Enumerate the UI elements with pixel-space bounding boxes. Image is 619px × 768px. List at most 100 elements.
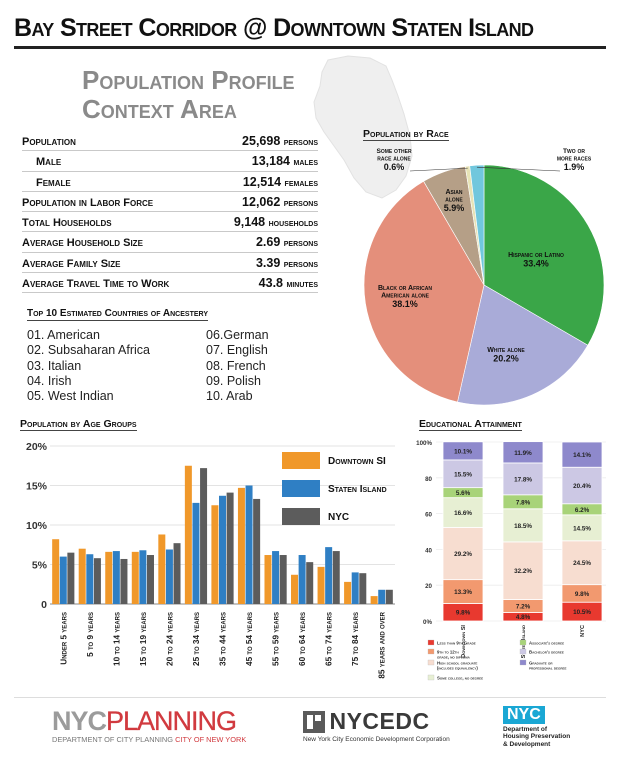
age-bar bbox=[378, 589, 386, 604]
edu-segment-label: 7.8% bbox=[516, 499, 531, 506]
y-tick-label: 80 bbox=[425, 476, 432, 483]
age-bar bbox=[325, 547, 333, 604]
edu-segment-label: 20.4% bbox=[573, 483, 591, 490]
legend-label: Downtown SI bbox=[328, 456, 386, 467]
legend-swatch bbox=[427, 674, 435, 681]
edu-segment-label: 10.1% bbox=[454, 448, 472, 455]
stat-label: Average Family Size bbox=[22, 257, 121, 270]
stat-row: Female 12,514 females bbox=[22, 172, 318, 192]
stat-row: Population in Labor Force 12,062 persons bbox=[22, 192, 318, 213]
stat-unit: households bbox=[268, 218, 318, 230]
x-tick-label: 20 to 24 years bbox=[165, 612, 174, 666]
stat-row: Average Household Size 2.69 persons bbox=[22, 232, 318, 253]
ancestry-item: 03. Italian bbox=[27, 358, 82, 373]
legend-label: Associate's degree bbox=[529, 641, 564, 646]
page-title: Bay Street Corridor @ Downtown Staten Is… bbox=[14, 14, 534, 42]
age-bar bbox=[317, 566, 325, 604]
age-bar bbox=[264, 555, 272, 604]
age-bar bbox=[226, 492, 234, 604]
legend-label: High school graduate(includes equivalenc… bbox=[437, 661, 478, 671]
planning-logo-word: PLANNING bbox=[106, 706, 237, 736]
edu-segment-label: 9.8% bbox=[456, 610, 471, 617]
pie-chart-title: Population by Race bbox=[363, 128, 449, 141]
x-tick-label: Downtown SI bbox=[461, 625, 467, 658]
stat-label: Population bbox=[22, 136, 76, 148]
hpd-nyc-mark: NYC bbox=[503, 706, 545, 724]
svg-text:Some college, no degree: Some college, no degree bbox=[437, 676, 483, 681]
age-bar bbox=[306, 562, 314, 604]
edc-square-icon bbox=[303, 710, 325, 733]
svg-text:grade, no diploma: grade, no diploma bbox=[437, 655, 471, 660]
edu-segment bbox=[442, 497, 484, 528]
age-bar bbox=[59, 556, 67, 604]
x-tick-label: NYC bbox=[580, 625, 586, 637]
age-bar bbox=[237, 487, 245, 604]
x-tick-label: 65 to 74 years bbox=[325, 612, 334, 666]
age-bar bbox=[139, 550, 147, 604]
age-bar bbox=[184, 465, 192, 604]
y-tick-label: 20% bbox=[26, 441, 48, 453]
stat-row: Male 13,184 males bbox=[22, 151, 319, 172]
pie-slice bbox=[363, 180, 485, 403]
pie-slice-value: 5.9% bbox=[444, 203, 465, 213]
edu-segment bbox=[561, 466, 603, 505]
ancestry-item: 08. French bbox=[206, 358, 266, 373]
age-bar bbox=[86, 554, 94, 604]
age-bar bbox=[359, 573, 367, 604]
age-bar bbox=[192, 502, 200, 604]
hpd-logo: NYC Department of Housing Preservation &… bbox=[503, 706, 573, 748]
pie-slice-value: 0.6% bbox=[384, 162, 405, 172]
stat-unit: persons bbox=[283, 197, 318, 209]
nycedc-logo: NYCEDC New York City Economic Developmen… bbox=[303, 708, 503, 743]
edu-segment-label: 14.5% bbox=[573, 525, 591, 532]
svg-text:Less than 9th Grade: Less than 9th Grade bbox=[437, 641, 476, 646]
age-bar bbox=[332, 551, 340, 604]
age-bar bbox=[385, 589, 393, 604]
footer-rule bbox=[14, 697, 606, 698]
stat-value: 43.8 minutes bbox=[258, 276, 318, 291]
race-pie-panel: Population by Race Hispanic or Latino 33.… bbox=[350, 120, 616, 420]
edu-segment-label: 9.8% bbox=[575, 591, 590, 598]
edu-segment-label: 18.5% bbox=[514, 523, 532, 530]
age-bar bbox=[211, 505, 219, 604]
edu-segment-label: 7.2% bbox=[516, 603, 531, 610]
age-bar bbox=[78, 548, 86, 604]
edu-segment-label: 11.9% bbox=[514, 450, 532, 457]
staten-island-map-icon bbox=[313, 55, 413, 199]
edu-segment-label: 32.2% bbox=[514, 568, 532, 575]
y-tick-label: 0 bbox=[41, 599, 47, 611]
pie-slice bbox=[469, 164, 485, 286]
edu-segment-label: 6.2% bbox=[575, 507, 590, 514]
stat-value: 9,148 households bbox=[233, 215, 318, 230]
svg-text:White alone: White alone bbox=[487, 347, 525, 354]
edc-name: NYCEDC bbox=[329, 708, 430, 734]
ancestry-list-right: 06.German 07. English 08. French 09. Polish… bbox=[206, 328, 269, 404]
legend-label: Bachelor's degree bbox=[529, 650, 564, 655]
svg-text:Bachelor's degree: Bachelor's degree bbox=[529, 650, 564, 655]
stat-unit: persons bbox=[283, 258, 318, 270]
legend-label: NYC bbox=[328, 512, 349, 523]
svg-text:American alone: American alone bbox=[381, 293, 429, 300]
age-bar bbox=[291, 574, 299, 604]
legend-swatch bbox=[519, 639, 527, 646]
age-bar bbox=[120, 558, 128, 604]
legend-swatch bbox=[519, 659, 527, 666]
legend-label: Staten Island bbox=[328, 484, 387, 495]
stat-unit: persons bbox=[283, 238, 318, 250]
svg-text:race alone: race alone bbox=[377, 156, 411, 163]
edu-segment-label: 16.6% bbox=[454, 510, 472, 517]
edu-segment bbox=[561, 540, 603, 586]
ancestry-item: 05. West Indian bbox=[27, 389, 114, 404]
population-stats-table: Population 25,698 persons Male 13,184 males… bbox=[22, 131, 319, 294]
stat-label: Total Households bbox=[22, 217, 112, 230]
y-tick-label: 0% bbox=[423, 619, 432, 626]
age-bar bbox=[52, 539, 60, 604]
age-bar-chart: 0 5% 10% 15% 20% Under 5 years 5 to 9 years 10 … bbox=[26, 441, 395, 679]
title-rule bbox=[14, 46, 606, 49]
stat-unit: males bbox=[293, 157, 319, 169]
ancestry-list-left: 01. American 02. Subsaharan Africa 03. Ita… bbox=[27, 328, 150, 404]
ancestry-heading: Top 10 Estimated Countries of Ancestery bbox=[27, 308, 208, 321]
